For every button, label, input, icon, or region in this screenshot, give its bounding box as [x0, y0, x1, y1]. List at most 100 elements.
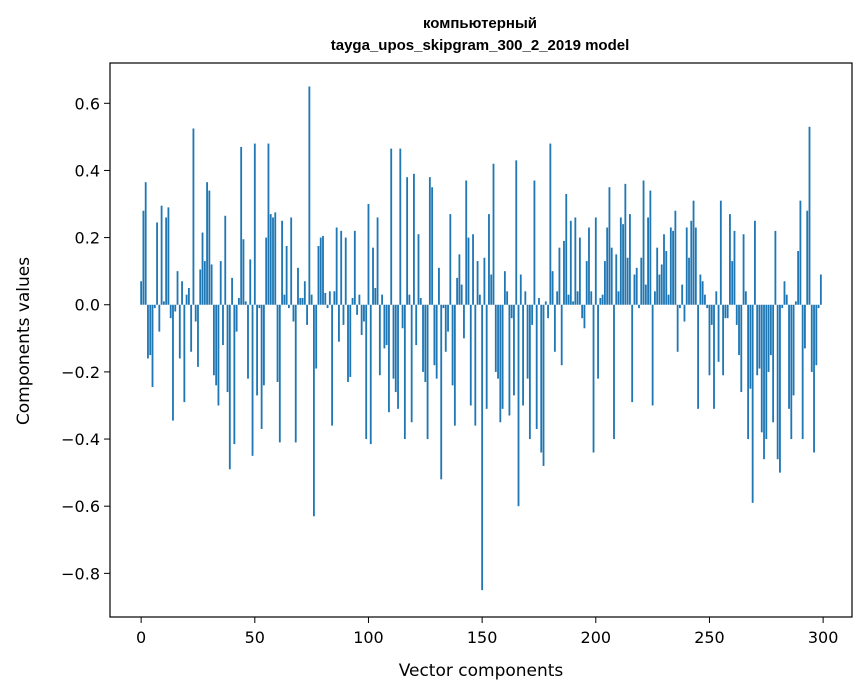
bar	[187, 287, 190, 305]
bar	[315, 304, 318, 369]
bar	[804, 304, 806, 349]
bar	[247, 304, 249, 379]
bar	[367, 204, 370, 305]
bar	[147, 304, 149, 359]
bar	[781, 304, 784, 309]
x-tick-label: 150	[467, 628, 498, 647]
bar	[474, 304, 477, 426]
bar	[735, 304, 738, 325]
bar	[672, 230, 674, 305]
bar	[447, 304, 449, 332]
bar	[642, 180, 645, 305]
bar	[490, 274, 493, 305]
bar	[469, 304, 472, 406]
bar	[185, 294, 188, 305]
bar	[217, 304, 220, 406]
bar	[574, 217, 577, 305]
bar	[224, 215, 227, 305]
bar	[622, 224, 624, 305]
bar	[169, 304, 172, 319]
bar	[817, 304, 820, 309]
bar	[203, 261, 206, 305]
bar	[438, 267, 440, 305]
bar	[260, 304, 263, 429]
bar	[599, 298, 602, 305]
bar	[426, 304, 429, 440]
bar	[144, 182, 147, 305]
bar	[497, 304, 499, 379]
bar	[365, 304, 368, 440]
bar	[360, 304, 363, 335]
bar	[460, 284, 463, 305]
bar	[463, 304, 465, 339]
bar	[319, 237, 322, 305]
bar	[251, 304, 254, 456]
bar	[794, 301, 797, 305]
bar	[417, 234, 420, 305]
bar	[278, 304, 281, 443]
bar	[449, 214, 452, 305]
bar	[290, 217, 293, 305]
bar	[738, 304, 740, 356]
bar	[585, 261, 588, 305]
bar	[533, 180, 536, 305]
bar	[685, 227, 688, 305]
bar	[558, 247, 561, 305]
bar	[706, 304, 709, 309]
bar	[710, 304, 713, 325]
bar	[694, 227, 697, 305]
bar	[588, 227, 590, 305]
bar	[197, 304, 199, 367]
bar	[422, 304, 424, 372]
y-tick-label: 0.6	[75, 94, 100, 113]
bar	[660, 264, 663, 305]
bar	[640, 257, 643, 305]
bar	[242, 239, 245, 305]
bar	[601, 294, 604, 305]
bar	[701, 281, 704, 305]
y-tick-label: 0.0	[75, 296, 100, 315]
bar	[172, 304, 174, 421]
x-tick-label: 250	[694, 628, 725, 647]
bar	[162, 301, 165, 305]
bar	[576, 291, 579, 305]
bar	[253, 143, 256, 305]
bar	[633, 274, 636, 305]
bar	[765, 304, 768, 440]
bar	[522, 304, 524, 406]
bar	[328, 291, 331, 305]
bar	[567, 294, 570, 305]
bar	[265, 237, 268, 305]
bar	[153, 304, 156, 309]
bar	[381, 294, 384, 305]
bar	[465, 180, 468, 305]
bar	[372, 247, 374, 305]
bar	[619, 217, 622, 305]
bar	[597, 304, 599, 379]
bar	[551, 271, 554, 305]
bar	[704, 294, 706, 305]
y-axis: −0.8 −0.6 −0.4 −0.2 0.0 0.2 0.4 0.6	[61, 94, 110, 583]
bar	[792, 304, 795, 396]
x-tick-label: 200	[581, 628, 612, 647]
bar	[444, 304, 447, 352]
bar	[613, 304, 615, 440]
bar	[453, 304, 456, 426]
bar	[538, 298, 540, 305]
bar	[699, 274, 702, 305]
bar	[654, 291, 656, 305]
bar	[413, 173, 415, 305]
plot-frame	[109, 62, 853, 618]
bar	[592, 304, 595, 453]
bar	[258, 304, 261, 309]
bars-group	[140, 86, 822, 591]
bar	[754, 220, 756, 305]
bar	[513, 304, 515, 396]
bar	[603, 261, 606, 305]
bar	[433, 304, 436, 366]
bar	[408, 294, 411, 305]
bar	[297, 267, 299, 305]
bar	[349, 304, 352, 377]
bar	[535, 304, 538, 429]
